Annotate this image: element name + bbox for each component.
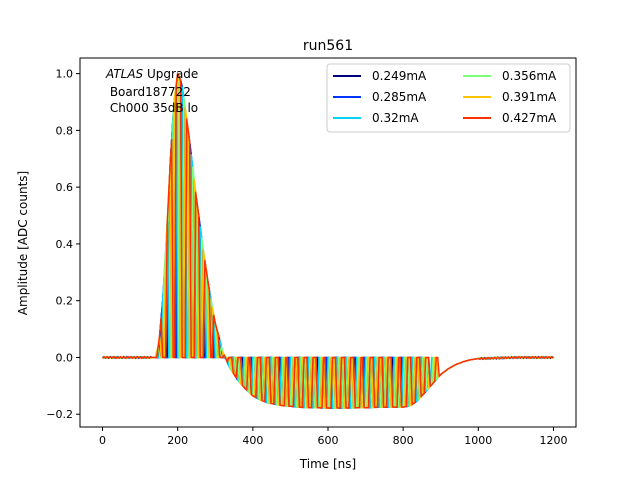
x-tick-label: 400 [242, 434, 263, 447]
x-tick-label: 600 [318, 434, 339, 447]
legend-label: 0.249mA [372, 69, 427, 83]
x-tick-label: 800 [393, 434, 414, 447]
y-tick-label: 0.0 [56, 351, 74, 364]
x-axis-label: Time [ns] [299, 457, 356, 471]
legend-label: 0.32mA [372, 111, 419, 125]
x-tick-label: 1200 [539, 434, 567, 447]
x-tick-label: 1000 [464, 434, 492, 447]
y-tick-label: 0.4 [56, 238, 74, 251]
chart-title: run561 [303, 38, 353, 54]
atlas-annotation: ATLAS Upgrade Board187722 Ch000 35dB lo [105, 67, 198, 115]
x-tick-label: 0 [99, 434, 106, 447]
series-line [101, 72, 554, 409]
y-tick-label: 1.0 [56, 68, 74, 81]
y-tick-label: −0.2 [46, 408, 73, 421]
legend-label: 0.285mA [372, 90, 427, 104]
legend-label: 0.391mA [502, 90, 557, 104]
legend-box [326, 63, 571, 133]
annotation-channel: Ch000 35dB lo [106, 101, 198, 115]
svg-text:ATLAS Upgrade: ATLAS Upgrade [105, 67, 198, 81]
annotation-upgrade: Upgrade [143, 67, 198, 81]
legend-label: 0.356mA [502, 69, 557, 83]
x-axis-ticks: 0 200 400 600 800 1000 1200 [99, 427, 567, 447]
plot-series [101, 72, 555, 409]
y-tick-label: 0.2 [56, 295, 74, 308]
x-tick-label: 200 [167, 434, 188, 447]
legend-label: 0.427mA [502, 111, 557, 125]
annotation-atlas: ATLAS [105, 67, 144, 81]
y-tick-label: 0.8 [56, 124, 74, 137]
y-tick-label: 0.6 [56, 181, 74, 194]
annotation-board: Board187722 [106, 85, 191, 99]
y-axis-label: Amplitude [ADC counts] [16, 171, 30, 315]
y-axis-ticks: −0.2 0.0 0.2 0.4 0.6 0.8 1.0 [46, 68, 80, 421]
legend: 0.249mA 0.285mA 0.32mA 0.356mA 0.391mA 0.427m… [326, 63, 571, 133]
